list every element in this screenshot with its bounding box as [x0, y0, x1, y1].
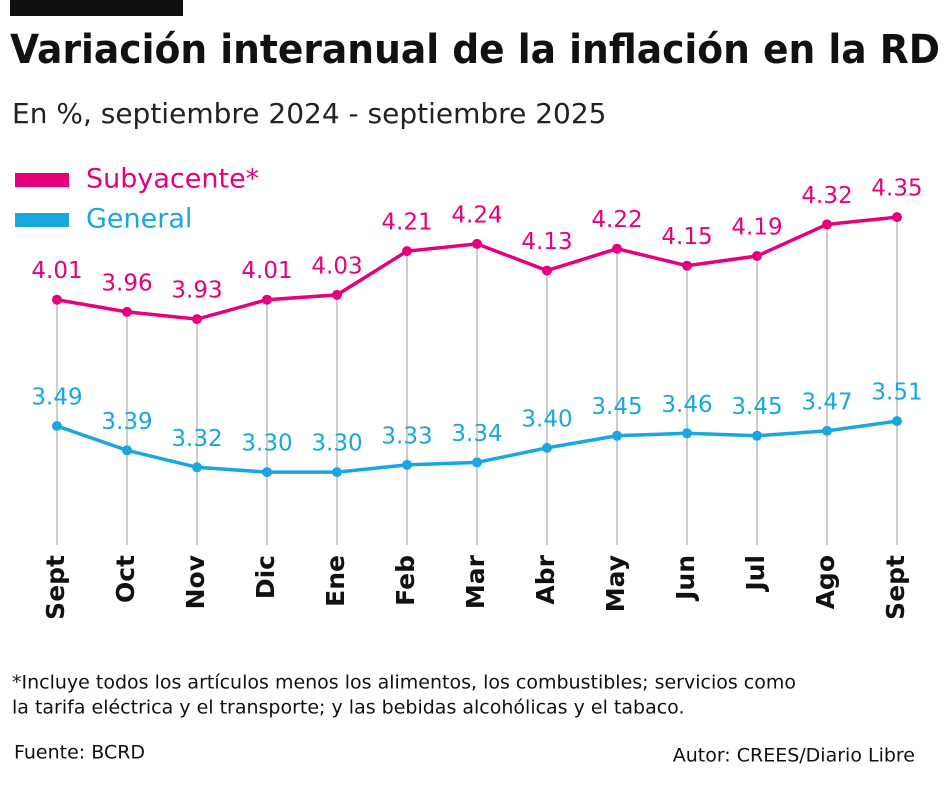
data-label: 4.24 — [451, 202, 502, 228]
data-point — [822, 425, 832, 436]
data-point — [402, 246, 412, 257]
data-point — [822, 219, 832, 230]
x-tick-label: Ene — [321, 555, 350, 607]
data-label: 4.01 — [241, 258, 292, 284]
x-tick-label: Ago — [811, 555, 840, 609]
data-label: 3.32 — [171, 426, 222, 452]
data-point — [472, 238, 482, 249]
data-label: 3.49 — [31, 385, 82, 411]
data-point — [402, 459, 412, 470]
x-tick-label: Mar — [461, 554, 490, 609]
data-label: 3.30 — [311, 431, 362, 457]
data-point — [52, 421, 62, 431]
chart-subtitle: En %, septiembre 2024 - septiembre 2025 — [12, 97, 606, 130]
data-point — [262, 294, 272, 305]
data-label: 4.13 — [521, 229, 572, 255]
data-point — [472, 457, 482, 468]
data-label: 4.01 — [31, 258, 82, 284]
x-tick-label: Jun — [671, 555, 700, 602]
data-label: 3.51 — [871, 380, 922, 406]
legend-swatch — [15, 173, 69, 187]
x-tick-label: Sept — [881, 555, 910, 620]
data-label: 3.47 — [801, 389, 852, 415]
decor-bar — [10, 0, 183, 16]
legend-label: General — [86, 204, 192, 235]
x-tick-label: May — [601, 555, 630, 612]
data-label: 3.45 — [731, 394, 782, 420]
data-point — [892, 416, 902, 427]
data-point — [52, 294, 62, 305]
data-point — [122, 306, 132, 317]
data-label: 3.96 — [101, 270, 152, 296]
data-label: 4.32 — [801, 183, 852, 209]
data-label: 4.22 — [591, 207, 642, 233]
data-label: 4.35 — [871, 176, 922, 202]
chart-title: Variación interanual de la inflación en … — [10, 27, 940, 73]
data-label: 3.30 — [241, 431, 292, 457]
data-point — [752, 251, 762, 261]
legend-swatch — [15, 213, 69, 227]
footnote: la tarifa eléctrica y el transporte; y l… — [12, 697, 685, 719]
x-tick-label: Abr — [531, 554, 560, 604]
data-point — [192, 462, 202, 473]
data-label: 3.40 — [521, 406, 572, 432]
data-point — [332, 467, 342, 478]
data-point — [542, 442, 552, 453]
data-point — [892, 212, 902, 223]
data-point — [542, 265, 552, 276]
data-label: 3.45 — [591, 394, 642, 420]
data-label: 3.39 — [101, 409, 152, 435]
source: Fuente: BCRD — [14, 742, 145, 764]
data-point — [612, 243, 622, 254]
author: Autor: CREES/Diario Libre — [673, 745, 915, 767]
data-label: 4.03 — [311, 253, 362, 279]
x-tick-label: Jul — [741, 555, 770, 593]
data-point — [192, 314, 202, 325]
data-point — [682, 260, 692, 271]
data-point — [752, 430, 762, 441]
data-label: 3.33 — [381, 423, 432, 449]
x-tick-label: Oct — [111, 555, 140, 603]
data-point — [332, 289, 342, 300]
x-tick-label: Nov — [181, 555, 210, 609]
data-label: 4.19 — [731, 215, 782, 241]
data-point — [262, 467, 272, 478]
x-tick-label: Feb — [391, 555, 420, 606]
data-label: 3.93 — [171, 278, 222, 304]
x-tick-label: Dic — [251, 555, 280, 599]
data-point — [122, 445, 132, 456]
legend-label: Subyacente* — [86, 164, 259, 195]
data-label: 4.15 — [661, 224, 712, 250]
data-label: 4.21 — [381, 210, 432, 236]
data-point — [682, 428, 692, 439]
x-tick-label: Sept — [41, 555, 70, 620]
footnote: *Incluye todos los artículos menos los a… — [12, 672, 796, 694]
data-label: 3.46 — [661, 392, 712, 418]
data-point — [612, 430, 622, 441]
data-label: 3.34 — [451, 421, 502, 447]
